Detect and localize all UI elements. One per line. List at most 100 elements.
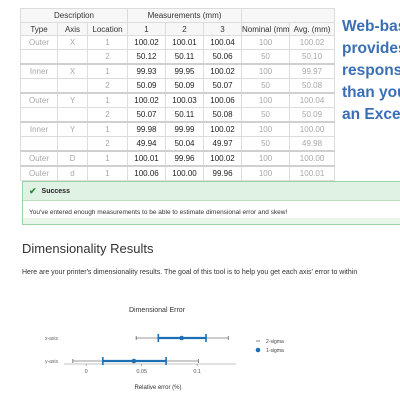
table-cell: 50 — [241, 78, 291, 94]
table-cell: X — [57, 35, 88, 50]
measurement-cell[interactable]: 49.94 — [127, 136, 166, 152]
x-axis-title: Relative error (%) — [134, 385, 181, 391]
table-cell — [20, 136, 58, 152]
table-cell: D — [57, 150, 88, 167]
table-cell — [57, 49, 88, 65]
measurement-cell[interactable]: 100.06 — [202, 92, 243, 108]
measurement-cell[interactable]: 50.06 — [202, 49, 243, 65]
table-cell: X — [57, 63, 88, 79]
table-cell: 100.00 — [289, 121, 336, 137]
table-cell: 49.98 — [289, 136, 336, 152]
column-header: 1 — [127, 22, 166, 36]
group-header-description: Description — [20, 8, 128, 23]
table-cell — [20, 49, 58, 65]
measurement-cell[interactable]: 100.06 — [127, 165, 166, 181]
table-row: Inner X 1 99.93 99.95 100.02 100 99.97 — [20, 63, 336, 79]
column-header: Location — [87, 22, 128, 36]
table-row: Outer D 1 100.01 99.96 100.02 100 100.00 — [20, 150, 336, 167]
measurements-table-container: Description Measurements (mm) Type Axis Lo… — [20, 8, 336, 181]
table-row: 2 50.09 50.09 50.07 50 50.08 — [20, 78, 336, 94]
table-cell: 2 — [87, 136, 128, 152]
measurement-cell[interactable]: 50.08 — [202, 107, 243, 123]
measurement-cell[interactable]: 100.02 — [202, 150, 243, 167]
table-cell: 2 — [87, 49, 128, 65]
table-cell: 1 — [87, 63, 128, 79]
table-cell: 50 — [241, 107, 291, 123]
measurement-cell[interactable]: 100.03 — [165, 92, 204, 108]
category-label: x-axis — [45, 336, 59, 342]
table-row: Outer X 1 100.02 100.01 100.04 100 100.02 — [20, 35, 336, 50]
alert-header: ✔ Success — [23, 182, 400, 201]
promo-line: than you — [342, 84, 400, 101]
measurement-cell[interactable]: 50.12 — [127, 49, 166, 65]
column-header: 2 — [165, 22, 204, 36]
measurement-cell[interactable]: 50.07 — [127, 107, 166, 123]
measurement-cell[interactable]: 100.01 — [165, 35, 204, 50]
table-cell: 100 — [241, 35, 291, 50]
measurement-cell[interactable]: 100.02 — [202, 63, 243, 79]
table-cell: 50 — [241, 49, 291, 65]
table-cell: 1 — [87, 92, 128, 108]
table-cell: 50.09 — [289, 107, 336, 123]
table-row: Outer d 1 100.06 100.00 99.96 100 100.01 — [20, 165, 336, 181]
legend-one-sigma-label: 1-sigma — [266, 348, 284, 354]
table-cell: 1 — [87, 121, 128, 137]
measurement-cell[interactable]: 50.11 — [165, 107, 204, 123]
measurement-cell[interactable]: 99.96 — [165, 150, 204, 167]
column-header: Avg. (mm) — [289, 22, 336, 36]
table-cell — [20, 78, 58, 94]
table-row: Inner Y 1 99.98 99.99 100.02 100 100.00 — [20, 121, 336, 137]
table-cell: 1 — [87, 35, 128, 50]
promo-line: respons — [342, 62, 400, 79]
results-description: Here are your printer's dimensionality r… — [22, 269, 358, 276]
measurement-cell[interactable]: 100.02 — [127, 35, 166, 50]
measurement-cell[interactable]: 99.99 — [165, 121, 204, 137]
measurement-cell[interactable]: 100.00 — [165, 165, 204, 181]
measurement-cell[interactable]: 100.04 — [202, 35, 243, 50]
promo-line: provides — [342, 40, 400, 57]
table-cell: 2 — [87, 107, 128, 123]
alert-message: You've entered enough measurements to be… — [23, 201, 400, 218]
category-label: y-axis — [45, 359, 59, 365]
measurement-cell[interactable]: 100.01 — [127, 150, 166, 167]
table-cell: 100.04 — [289, 92, 336, 108]
table-cell: Outer — [20, 35, 58, 50]
table-cell: Inner — [20, 121, 58, 137]
table-cell: d — [57, 165, 88, 181]
measurement-cell[interactable]: 50.09 — [127, 78, 166, 94]
measurement-cell[interactable]: 100.02 — [127, 92, 166, 108]
column-header: 3 — [202, 22, 243, 36]
dimensional-error-chart: Dimensional Error 0 0.05 0.1 Relative error … — [45, 307, 284, 391]
table-cell — [57, 78, 88, 94]
table-cell: 100.01 — [289, 165, 336, 181]
table-row: 2 50.07 50.11 50.08 50 50.09 — [20, 107, 336, 123]
table-cell — [57, 107, 88, 123]
measurement-cell[interactable]: 99.93 — [127, 63, 166, 79]
table-cell: 100 — [241, 150, 291, 167]
success-alert: ✔ Success You've entered enough measurem… — [22, 181, 400, 225]
group-header-blank — [241, 8, 336, 23]
table-cell: 1 — [87, 150, 128, 167]
table-cell: Y — [57, 121, 88, 137]
column-header-row: Type Axis Location 1 2 3 Nominal (mm) Avg. (mm) — [20, 22, 336, 36]
table-cell: 100 — [241, 121, 291, 137]
measurement-cell[interactable]: 50.09 — [165, 78, 204, 94]
mean-point — [179, 335, 184, 341]
measurements-table: Description Measurements (mm) Type Axis Lo… — [20, 8, 336, 181]
measurement-cell[interactable]: 50.07 — [202, 78, 243, 94]
measurement-cell[interactable]: 100.02 — [202, 121, 243, 137]
table-cell: 50.08 — [289, 78, 336, 94]
table-cell: 100 — [241, 92, 291, 108]
measurement-cell[interactable]: 99.95 — [165, 63, 204, 79]
measurement-cell[interactable]: 50.04 — [165, 136, 204, 152]
measurement-cell[interactable]: 49.97 — [202, 136, 243, 152]
measurement-cell[interactable]: 50.11 — [165, 49, 204, 65]
measurement-cell[interactable]: 99.98 — [127, 121, 166, 137]
table-cell — [20, 107, 58, 123]
x-tick-label: 0.05 — [136, 369, 147, 375]
table-cell: 50 — [241, 136, 291, 152]
column-header: Axis — [57, 22, 88, 36]
table-cell: 100 — [241, 165, 291, 181]
measurement-cell[interactable]: 99.96 — [202, 165, 243, 181]
table-row: 2 49.94 50.04 49.97 50 49.98 — [20, 136, 336, 152]
